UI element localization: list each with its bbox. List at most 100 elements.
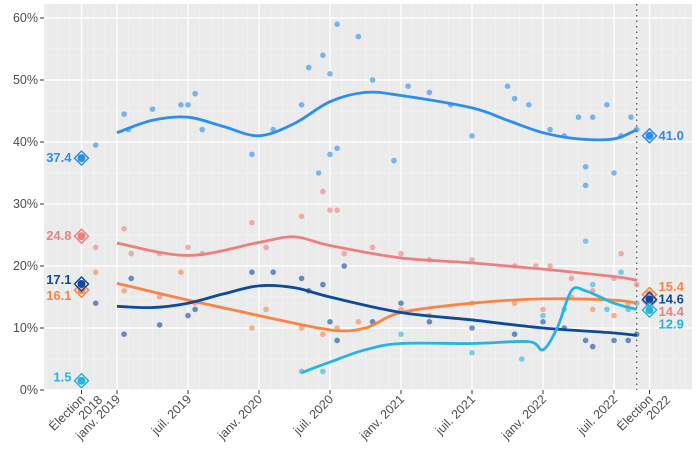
trend-line-pq xyxy=(116,284,637,337)
trend-line-qs xyxy=(116,281,637,333)
poll-point-pcq xyxy=(398,331,404,338)
poll-point-qs xyxy=(540,306,546,313)
poll-point-plq xyxy=(185,244,191,251)
poll-point-plq xyxy=(298,213,305,220)
poll-point-pcq xyxy=(604,306,610,313)
poll-point-caq xyxy=(178,102,184,108)
poll-point-qs xyxy=(511,300,518,307)
poll-point-pq xyxy=(611,337,617,344)
x-tick-label: juil. 2020 xyxy=(290,392,336,438)
poll-point-plq xyxy=(263,244,269,251)
start-label-caq: 37.4 xyxy=(46,150,72,165)
x-tick-label: janv. 2021 xyxy=(356,392,407,443)
y-tick-label: 10% xyxy=(13,321,38,335)
poll-point-plq xyxy=(618,250,624,257)
poll-point-qs xyxy=(263,306,269,313)
election-result-caq xyxy=(77,154,86,163)
poll-point-plq xyxy=(341,250,348,257)
poll-point-pq xyxy=(298,275,305,282)
x-tick-label-group: juil. 2020 xyxy=(290,392,336,438)
end-label-caq: 41.0 xyxy=(659,128,684,143)
end-label-qs: 15.4 xyxy=(659,279,685,294)
poll-point-caq xyxy=(582,164,589,170)
poll-point-caq xyxy=(199,126,205,133)
poll-point-plq xyxy=(334,207,340,213)
x-tick-label: janv. 2020 xyxy=(214,392,265,443)
end-label-plq: 14.4 xyxy=(659,304,685,319)
x-tick-label: juil. 2021 xyxy=(432,392,478,438)
poll-point-pq xyxy=(192,306,198,313)
start-label-pcq: 1.5 xyxy=(53,370,71,385)
poll-point-caq xyxy=(334,145,340,151)
x-tick-label-group: juil. 2019 xyxy=(148,392,194,438)
x-tick-label-group: janv. 2022 xyxy=(498,392,549,443)
poll-point-plq xyxy=(327,207,333,213)
poll-point-caq xyxy=(192,90,198,97)
poll-point-caq xyxy=(391,157,397,164)
poll-point-caq xyxy=(305,64,312,71)
poll-point-plq xyxy=(249,219,255,226)
poll-point-pq xyxy=(92,300,99,307)
poll-point-caq xyxy=(315,170,322,176)
x-tick-label: juil. 2019 xyxy=(148,392,194,438)
poll-point-caq xyxy=(504,83,511,89)
end-label-pcq: 12.9 xyxy=(659,316,684,331)
poll-point-pq xyxy=(625,337,631,344)
y-tick-label: 40% xyxy=(13,135,38,149)
poll-point-plq xyxy=(92,244,99,251)
y-tick-label: 50% xyxy=(13,73,38,87)
x-tick-label: Élection2022 xyxy=(614,383,674,443)
election-result-pq xyxy=(645,295,654,304)
poll-point-caq xyxy=(185,102,191,108)
poll-point-pcq xyxy=(469,350,475,356)
x-tick-label-group: juil. 2021 xyxy=(432,392,478,438)
poll-point-pcq xyxy=(582,238,589,244)
x-tick-label-group: juil. 2022 xyxy=(574,392,620,438)
poll-point-plq xyxy=(320,188,326,195)
poll-point-plq xyxy=(469,257,475,263)
poll-point-caq xyxy=(249,151,255,158)
poll-point-pq xyxy=(341,263,348,269)
x-tick-label-group: janv. 2020 xyxy=(214,392,265,443)
poll-point-caq xyxy=(334,21,340,28)
poll-point-pcq xyxy=(518,356,525,362)
poll-point-pq xyxy=(540,319,546,325)
poll-point-pq xyxy=(249,269,255,276)
poll-point-pq xyxy=(469,325,475,331)
election-result-caq xyxy=(645,131,654,140)
poll-point-qs xyxy=(355,319,362,325)
start-label-qs: 16.1 xyxy=(46,288,71,303)
poll-point-pq xyxy=(334,337,340,344)
poll-point-qs xyxy=(156,294,163,300)
poll-point-pcq xyxy=(320,368,326,375)
poll-point-caq xyxy=(469,133,475,139)
poll-point-caq xyxy=(92,142,99,148)
poll-point-pcq xyxy=(618,269,624,276)
poll-point-pq xyxy=(589,343,596,350)
x-tick-label: juil. 2022 xyxy=(574,392,620,438)
election-result-pcq xyxy=(645,306,654,315)
poll-point-qs xyxy=(611,312,617,319)
poll-point-caq xyxy=(121,111,127,117)
poll-point-pq xyxy=(511,331,518,338)
x-tick-label: janv. 2022 xyxy=(498,392,549,443)
poll-point-caq xyxy=(327,71,333,77)
poll-point-plq xyxy=(547,263,553,269)
poll-point-pq xyxy=(582,337,589,344)
y-tick-label: 20% xyxy=(13,259,38,273)
election-result-pq xyxy=(77,279,86,288)
poll-point-caq xyxy=(320,52,326,58)
poll-point-qs xyxy=(298,325,305,331)
poll-point-caq xyxy=(426,89,433,96)
poll-point-plq xyxy=(369,244,376,251)
start-label-pq: 17.1 xyxy=(46,272,71,287)
poll-point-caq xyxy=(547,126,553,133)
poll-point-plq xyxy=(128,250,134,257)
trend-line-caq xyxy=(116,90,638,142)
poll-point-pq xyxy=(320,281,326,288)
poll-point-caq xyxy=(149,106,156,112)
election-result-pcq xyxy=(77,376,86,385)
poll-point-pcq xyxy=(540,312,546,319)
